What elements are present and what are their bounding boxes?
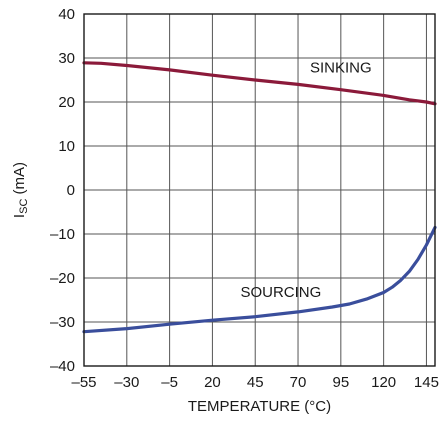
x-tick-label: 70 xyxy=(290,374,307,391)
y-tick-label: 30 xyxy=(58,50,75,67)
series-lines xyxy=(82,61,437,334)
x-tick-label: 95 xyxy=(332,374,349,391)
y-tick-label: –40 xyxy=(50,358,75,375)
y-tick-label: 20 xyxy=(58,94,75,111)
y-tick-label: –30 xyxy=(50,314,75,331)
x-tick-label: 20 xyxy=(204,374,221,391)
x-tick-label: 120 xyxy=(371,374,396,391)
x-tick-label: 45 xyxy=(247,374,264,391)
y-tick-label: –10 xyxy=(50,226,75,243)
x-tick-label: 145 xyxy=(414,374,439,391)
x-axis-title: TEMPERATURE (°C) xyxy=(188,398,331,415)
plot-frame xyxy=(83,13,436,367)
x-tick-label: –5 xyxy=(161,374,178,391)
series-line-sinking xyxy=(82,61,437,106)
y-axis-title-sub: SC xyxy=(18,199,30,214)
series-line-sourcing xyxy=(82,225,437,334)
series-label-sourcing: SOURCING xyxy=(240,284,321,301)
y-tick-label: 10 xyxy=(58,138,75,155)
y-axis-title: ISC (mA) xyxy=(11,162,30,218)
x-tick-label: –55 xyxy=(71,374,96,391)
x-tick-label: –30 xyxy=(114,374,139,391)
x-tick-labels: –55 –30 –5 20 45 70 95 120 145 xyxy=(71,374,438,391)
y-tick-label: 40 xyxy=(58,6,75,23)
y-tick-label: 0 xyxy=(67,182,75,199)
y-tick-label: –20 xyxy=(50,270,75,287)
series-label-sinking: SINKING xyxy=(310,60,372,77)
y-axis-title-unit: (mA) xyxy=(11,162,28,199)
y-tick-labels: –40 –30 –20 –10 0 10 20 30 40 xyxy=(50,6,75,375)
series-annotations: SINKING SOURCING xyxy=(240,60,371,301)
y-axis-title-main: I xyxy=(11,214,28,218)
